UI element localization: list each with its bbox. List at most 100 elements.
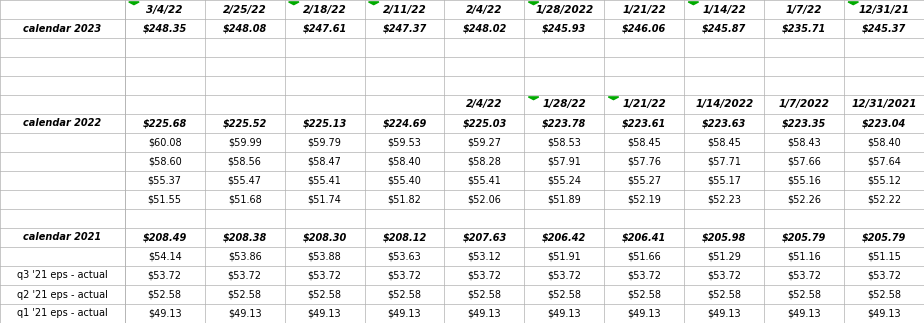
Text: $58.28: $58.28 bbox=[468, 157, 502, 166]
Text: 2/18/22: 2/18/22 bbox=[303, 5, 346, 15]
Text: $247.61: $247.61 bbox=[302, 24, 346, 34]
Text: 1/7/2022: 1/7/2022 bbox=[779, 99, 830, 109]
Text: $58.60: $58.60 bbox=[148, 157, 182, 166]
Text: $53.72: $53.72 bbox=[468, 270, 502, 280]
Text: $52.22: $52.22 bbox=[867, 194, 901, 204]
Text: $58.47: $58.47 bbox=[308, 157, 342, 166]
Text: $53.72: $53.72 bbox=[867, 270, 901, 280]
Text: $49.13: $49.13 bbox=[468, 308, 501, 318]
Text: $52.58: $52.58 bbox=[627, 289, 662, 299]
Text: $246.06: $246.06 bbox=[622, 24, 666, 34]
Text: 3/4/22: 3/4/22 bbox=[146, 5, 183, 15]
Text: $60.08: $60.08 bbox=[148, 138, 181, 148]
Text: $52.06: $52.06 bbox=[468, 194, 502, 204]
Text: $223.63: $223.63 bbox=[702, 119, 747, 129]
Text: 1/28/2022: 1/28/2022 bbox=[535, 5, 593, 15]
Text: $245.93: $245.93 bbox=[542, 24, 587, 34]
Text: $206.41: $206.41 bbox=[622, 233, 666, 243]
Text: $208.30: $208.30 bbox=[302, 233, 346, 243]
Text: $223.61: $223.61 bbox=[622, 119, 666, 129]
Text: $207.63: $207.63 bbox=[462, 233, 506, 243]
Text: $53.72: $53.72 bbox=[227, 270, 261, 280]
Text: $223.04: $223.04 bbox=[862, 119, 906, 129]
Polygon shape bbox=[369, 2, 379, 5]
Text: $53.88: $53.88 bbox=[308, 252, 342, 262]
Text: calendar 2023: calendar 2023 bbox=[23, 24, 102, 34]
Text: $235.71: $235.71 bbox=[782, 24, 826, 34]
Text: $52.58: $52.58 bbox=[787, 289, 821, 299]
Text: $53.86: $53.86 bbox=[227, 252, 261, 262]
Text: $223.78: $223.78 bbox=[542, 119, 587, 129]
Text: $49.13: $49.13 bbox=[708, 308, 741, 318]
Text: $51.74: $51.74 bbox=[308, 194, 342, 204]
Text: 1/28/22: 1/28/22 bbox=[542, 99, 586, 109]
Text: $57.66: $57.66 bbox=[787, 157, 821, 166]
Text: $55.41: $55.41 bbox=[308, 175, 342, 185]
Polygon shape bbox=[688, 2, 699, 5]
Text: $55.41: $55.41 bbox=[468, 175, 502, 185]
Text: $49.13: $49.13 bbox=[228, 308, 261, 318]
Text: $59.79: $59.79 bbox=[308, 138, 342, 148]
Text: $58.40: $58.40 bbox=[387, 157, 421, 166]
Polygon shape bbox=[529, 97, 539, 99]
Text: $52.58: $52.58 bbox=[867, 289, 901, 299]
Text: $58.45: $58.45 bbox=[707, 138, 741, 148]
Text: 12/31/21: 12/31/21 bbox=[858, 5, 909, 15]
Text: q2 '21 eps - actual: q2 '21 eps - actual bbox=[17, 289, 108, 299]
Text: $49.13: $49.13 bbox=[787, 308, 821, 318]
Text: 2/25/22: 2/25/22 bbox=[223, 5, 266, 15]
Text: $53.12: $53.12 bbox=[468, 252, 502, 262]
Text: 1/21/22: 1/21/22 bbox=[623, 5, 666, 15]
Text: $58.43: $58.43 bbox=[787, 138, 821, 148]
Text: 2/11/22: 2/11/22 bbox=[383, 5, 426, 15]
Text: $208.38: $208.38 bbox=[223, 233, 267, 243]
Text: $248.35: $248.35 bbox=[142, 24, 187, 34]
Text: $55.24: $55.24 bbox=[547, 175, 581, 185]
Text: $49.13: $49.13 bbox=[627, 308, 661, 318]
Text: $245.37: $245.37 bbox=[862, 24, 906, 34]
Text: $51.55: $51.55 bbox=[148, 194, 182, 204]
Polygon shape bbox=[128, 2, 140, 5]
Text: $223.35: $223.35 bbox=[782, 119, 826, 129]
Text: $59.53: $59.53 bbox=[387, 138, 421, 148]
Text: $57.76: $57.76 bbox=[627, 157, 662, 166]
Text: $52.58: $52.58 bbox=[468, 289, 502, 299]
Text: $248.02: $248.02 bbox=[462, 24, 506, 34]
Text: $55.12: $55.12 bbox=[867, 175, 901, 185]
Text: $51.68: $51.68 bbox=[227, 194, 261, 204]
Polygon shape bbox=[848, 2, 858, 5]
Text: $51.91: $51.91 bbox=[547, 252, 581, 262]
Polygon shape bbox=[608, 97, 619, 99]
Text: $52.58: $52.58 bbox=[227, 289, 261, 299]
Text: $55.40: $55.40 bbox=[387, 175, 421, 185]
Text: $52.26: $52.26 bbox=[787, 194, 821, 204]
Text: $58.53: $58.53 bbox=[547, 138, 581, 148]
Text: 2/4/22: 2/4/22 bbox=[466, 99, 503, 109]
Text: $53.72: $53.72 bbox=[387, 270, 421, 280]
Text: $51.29: $51.29 bbox=[707, 252, 741, 262]
Text: $53.63: $53.63 bbox=[387, 252, 421, 262]
Text: $205.98: $205.98 bbox=[702, 233, 747, 243]
Text: $208.12: $208.12 bbox=[383, 233, 427, 243]
Text: $206.42: $206.42 bbox=[542, 233, 587, 243]
Text: $55.17: $55.17 bbox=[707, 175, 741, 185]
Text: $53.72: $53.72 bbox=[308, 270, 342, 280]
Text: $58.40: $58.40 bbox=[867, 138, 901, 148]
Text: $49.13: $49.13 bbox=[388, 308, 421, 318]
Text: calendar 2022: calendar 2022 bbox=[23, 119, 102, 129]
Text: 12/31/2021: 12/31/2021 bbox=[851, 99, 917, 109]
Text: $51.82: $51.82 bbox=[387, 194, 421, 204]
Text: 2/4/22: 2/4/22 bbox=[466, 5, 503, 15]
Text: $51.89: $51.89 bbox=[547, 194, 581, 204]
Text: $51.15: $51.15 bbox=[867, 252, 901, 262]
Text: $205.79: $205.79 bbox=[782, 233, 826, 243]
Text: $52.23: $52.23 bbox=[707, 194, 741, 204]
Text: $52.58: $52.58 bbox=[387, 289, 421, 299]
Text: 1/21/22: 1/21/22 bbox=[623, 99, 666, 109]
Text: $52.19: $52.19 bbox=[627, 194, 662, 204]
Text: $247.37: $247.37 bbox=[383, 24, 427, 34]
Text: $57.91: $57.91 bbox=[547, 157, 581, 166]
Text: $52.58: $52.58 bbox=[707, 289, 741, 299]
Text: $59.27: $59.27 bbox=[468, 138, 502, 148]
Text: $55.47: $55.47 bbox=[227, 175, 261, 185]
